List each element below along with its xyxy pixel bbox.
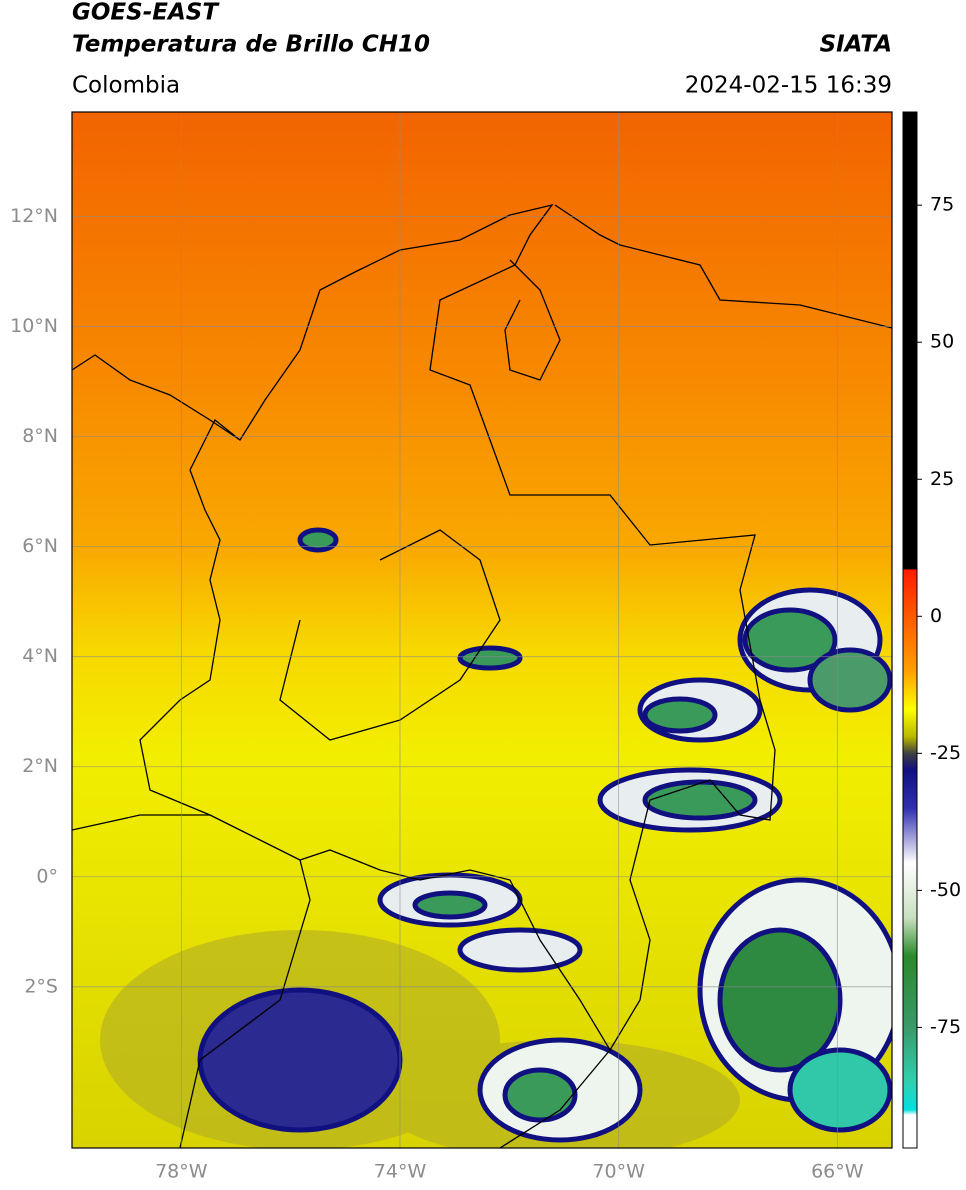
colorbar [902,111,918,1149]
region: Colombia [72,73,180,99]
colorbar-tick-label: 50 [930,331,954,353]
borders [72,203,892,1148]
title: GOES-EAST [72,0,220,26]
colorbar-tick-label: -50 [930,879,961,901]
lat-tick-label: 0° [36,865,58,887]
subtitle: Temperatura de Brillo CH10 [72,32,430,58]
colorbar-tick-label: -75 [930,1016,961,1038]
lon-tick-label: 78°W [155,1161,208,1183]
map [72,112,892,1148]
lat-tick-label: 8°N [22,425,58,447]
lat-tick-label: 2°S [24,975,58,997]
map-frame [71,111,893,1149]
clouds [197,527,892,1143]
colorbar-tick-label: -25 [930,742,961,764]
lon-tick-label: 70°W [592,1161,645,1183]
lon-tick-label: 66°W [811,1161,864,1183]
datetime: 2024-02-15 16:39 [685,73,892,99]
colorbar-tick-label: 75 [930,194,954,216]
source: SIATA [820,32,892,58]
lat-tick-label: 12°N [10,205,58,227]
lat-tick-label: 10°N [10,315,58,337]
lat-tick-label: 2°N [22,755,58,777]
lat-tick-label: 4°N [22,645,58,667]
lat-tick-label: 6°N [22,535,58,557]
lon-tick-label: 74°W [374,1161,427,1183]
colorbar-tick-label: 0 [930,605,942,627]
graticule [72,112,892,1148]
colorbar-tick-label: 25 [930,468,954,490]
